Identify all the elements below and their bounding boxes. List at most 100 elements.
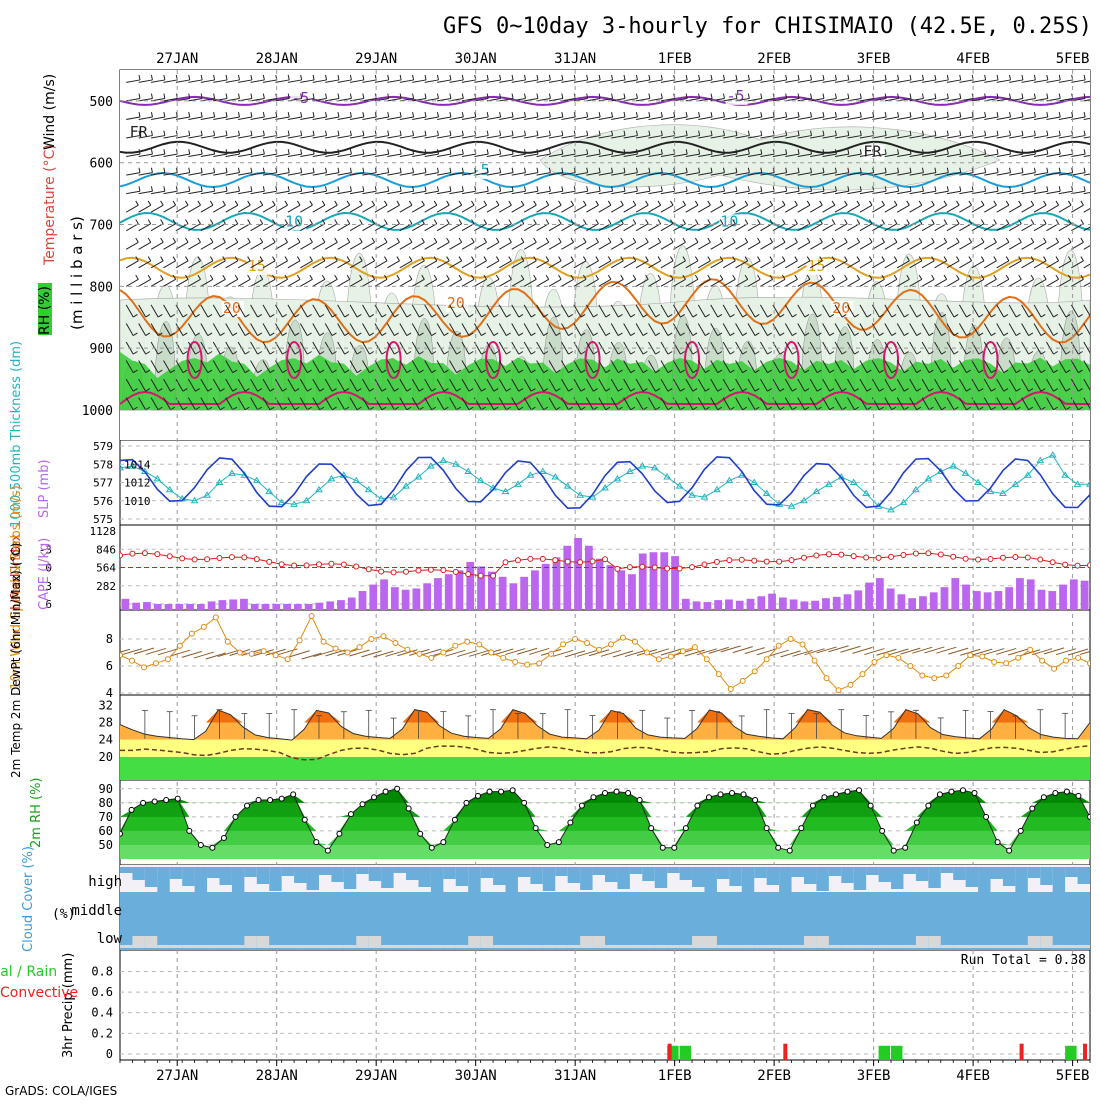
wind-barb-flag <box>732 256 736 262</box>
wind-barb-flag <box>859 93 862 99</box>
wind-barb-flag <box>257 332 263 337</box>
lifted-index-line-point <box>888 553 895 560</box>
wind-barb <box>486 204 500 213</box>
lifted-index-line-point <box>340 561 347 568</box>
wind-barb <box>996 278 1010 287</box>
wind-barb-flag <box>406 332 412 337</box>
wind-barb <box>934 397 942 411</box>
wind-barb-flag <box>518 388 524 392</box>
lifted-index-line-point <box>763 558 770 565</box>
wind-barb-flag <box>729 388 735 392</box>
wind-barb-flag <box>617 313 623 318</box>
wind-barb <box>921 323 930 336</box>
wind-barb <box>859 378 868 392</box>
wind-barb-flag <box>816 406 822 411</box>
cloud-high-bar <box>1077 867 1090 884</box>
wind-barb-flag <box>956 200 960 206</box>
wind-barb-flag <box>794 237 798 243</box>
wind-barb <box>262 116 277 120</box>
wind-barb <box>896 304 905 318</box>
cloud-low-bar <box>356 936 369 948</box>
wind-barb <box>126 135 141 139</box>
wind-barb <box>386 323 395 336</box>
rh2m-line-point <box>994 839 1001 846</box>
wind-barb <box>523 341 532 355</box>
wind-barb-flag <box>593 369 598 374</box>
wind-barb-flag <box>431 369 437 374</box>
cloud-high-bar <box>617 867 630 889</box>
wind-barb-flag <box>717 388 723 392</box>
wind-barb <box>760 360 768 373</box>
wind-barb-flag <box>412 112 415 118</box>
rh2m-line-point <box>590 794 597 801</box>
wind-barb <box>213 223 226 232</box>
pressure-tick-label: 900 <box>90 342 113 357</box>
wind-barb-flag <box>387 149 390 155</box>
wind-barb-flag <box>757 256 761 262</box>
wind-barb-flag <box>769 274 773 280</box>
wind-barb-flag <box>635 93 638 99</box>
wind-barb <box>1083 323 1090 336</box>
wind-barb <box>1033 190 1048 195</box>
wind-barb <box>238 190 253 195</box>
wind-barb-flag <box>897 130 900 136</box>
wind-barb-flag <box>767 313 772 318</box>
wind-barb <box>573 378 582 392</box>
lifted-index-line-point <box>191 556 198 563</box>
wind-barb-flag <box>449 130 452 136</box>
thickness-line-point <box>1061 471 1070 478</box>
wind-barb-flag <box>570 256 575 262</box>
wind-barb <box>300 278 313 287</box>
wind-barb <box>511 378 520 392</box>
wind-barb-flag <box>331 369 337 374</box>
wind-barb-flag <box>408 274 413 280</box>
wind-barb-flag <box>262 112 265 118</box>
rh2m-tick-label: 50 <box>99 838 113 852</box>
wind-barb <box>959 278 972 287</box>
wind-barb-flag <box>207 332 213 337</box>
wind-barb <box>834 190 849 195</box>
wind-barb <box>188 135 203 139</box>
wind-barb <box>810 79 825 83</box>
wind-barb <box>673 153 688 158</box>
wind-barb <box>648 397 656 411</box>
wind-barb-flag <box>331 388 337 392</box>
wind-barb-flag <box>1065 332 1071 337</box>
wind-barb <box>250 116 265 120</box>
wind-barb-flag <box>941 406 947 411</box>
wind-barb-flag <box>150 112 153 118</box>
cape-bar <box>401 589 410 610</box>
wind-barb <box>150 304 159 318</box>
wind-barb <box>449 116 464 120</box>
cloud-low-bar <box>1027 936 1041 948</box>
wind-barb-flag <box>928 406 934 411</box>
wind-barb <box>424 204 438 213</box>
wind-barb <box>300 204 313 213</box>
wind-barb <box>723 116 738 120</box>
wind-barb-flag <box>744 219 749 224</box>
wind-barb <box>523 241 537 250</box>
wind-barb <box>561 360 569 373</box>
wind-barb <box>1046 378 1054 392</box>
wind-barb-flag <box>568 313 573 318</box>
wind-barb <box>1033 397 1042 411</box>
wind-barb <box>362 278 375 287</box>
wind-barb <box>760 172 775 176</box>
wind-barb-flag <box>710 167 713 173</box>
lifted-index-line-point <box>1074 562 1081 569</box>
wind-barb-flag <box>520 237 525 243</box>
wind-barb <box>1071 260 1084 269</box>
wind-barb <box>958 323 967 336</box>
wind-barb-flag <box>655 313 661 318</box>
wind-barb-flag <box>406 313 412 318</box>
wind-barb-flag <box>785 74 788 81</box>
lifted-index-tick-label: 3 <box>45 580 52 593</box>
wind-barb <box>685 323 694 336</box>
wind-barb-flag <box>247 274 251 280</box>
wind-barb <box>648 341 656 355</box>
wind-barb <box>934 116 949 120</box>
wind-barb-flag <box>138 112 141 118</box>
isotherm-label-bg <box>719 214 742 231</box>
wind-barb-flag <box>381 313 387 318</box>
wind-barb-flag <box>635 149 638 155</box>
